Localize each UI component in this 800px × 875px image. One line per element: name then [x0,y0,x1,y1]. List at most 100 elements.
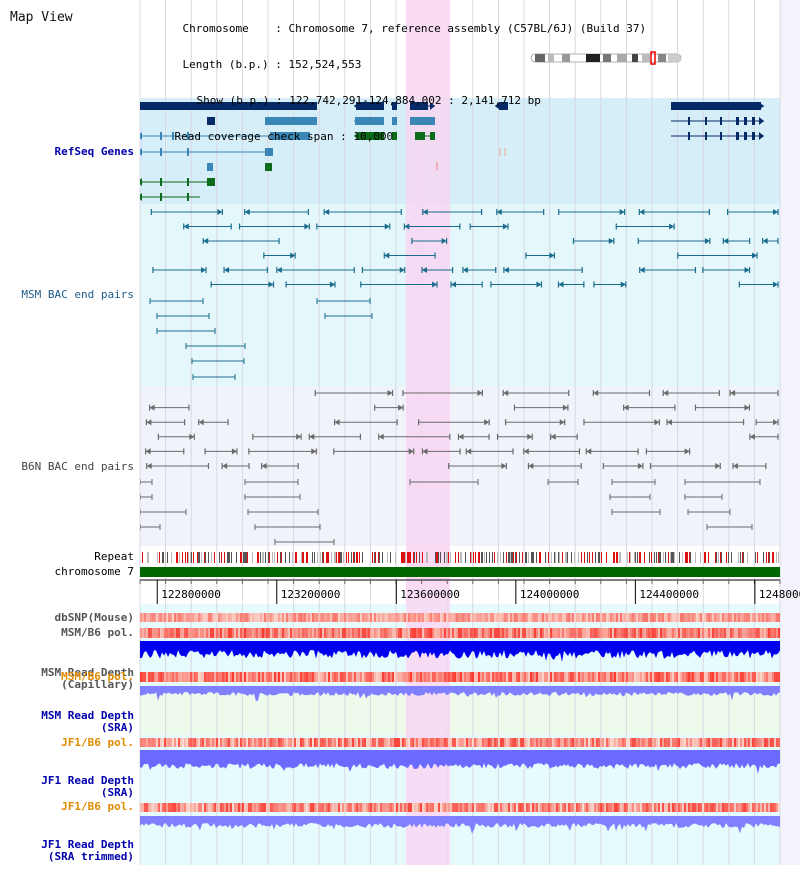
heat-cell [776,672,778,682]
heat-cell [214,628,216,638]
heat-cell [276,672,278,682]
heat-cell [436,672,438,682]
heat-cell [304,738,306,747]
heat-cell [388,613,390,622]
heat-cell [506,628,508,638]
heat-cell [196,628,198,638]
heat-cell [778,672,780,682]
heat-cell [654,613,656,622]
position-axis: 122800000 123200000 123600000 124000000 1244… [139,579,800,604]
heat-cell [716,803,718,812]
bac-end-arrow [451,281,457,288]
repeat-element [331,552,332,563]
heat-cell [364,613,366,622]
heat-cell [190,672,192,682]
heat-cell [354,672,356,682]
heat-cell [584,672,586,682]
heat-cell [720,628,722,638]
heat-cell [504,738,506,747]
heat-cell [374,803,376,812]
heat-cell [434,628,436,638]
bac-end-arrow [441,238,447,244]
heat-cell [748,613,750,622]
heat-cell [326,672,328,682]
heat-cell [738,613,740,622]
heat-cell [264,628,266,638]
repeat-element [157,552,158,563]
heat-cell [546,628,548,638]
heat-cell [702,672,704,682]
heat-cell [264,672,266,682]
heat-cell [632,738,634,747]
gene-exon [265,117,317,125]
repeat-element [221,552,222,563]
heat-cell [588,803,590,812]
heat-cell [316,803,318,812]
heat-cell [716,738,718,747]
heat-cell [722,628,724,638]
heat-cell [446,628,448,638]
heat-cell [482,738,484,747]
heat-cell [690,672,692,682]
heat-cell [762,803,764,812]
heat-cell [714,628,716,638]
heat-cell [406,738,408,747]
heat-cell [662,672,664,682]
heat-cell [368,613,370,622]
heat-cell [614,628,616,638]
chromosome-ideogram[interactable] [530,51,682,65]
heat-cell [562,672,564,682]
heat-cell [308,738,310,747]
repeat-element [489,552,490,563]
heat-cell [554,613,556,622]
heat-cell [652,672,654,682]
heat-cell [166,738,168,747]
label-b6n-bac[interactable]: B6N BAC end pairs [21,460,134,473]
bac-end-arrow [732,463,738,469]
heat-cell [196,803,198,812]
heat-cell [486,628,488,638]
heat-cell [340,672,342,682]
heat-cell [526,672,528,682]
ideogram-band [562,54,570,62]
heat-cell [660,672,662,682]
heat-cell [696,613,698,622]
heat-cell [218,803,220,812]
heat-cell [454,738,456,747]
label-refseq-genes[interactable]: RefSeq Genes [54,145,134,158]
heat-cell [152,628,154,638]
repeat-element [252,552,253,563]
heat-cell [438,803,440,812]
depth-area [140,686,780,702]
heat-cell [188,738,190,747]
heat-cell [240,738,242,747]
repeat-element [531,552,533,563]
heat-cell [708,803,710,812]
heat-cell [300,628,302,638]
heat-cell [744,613,746,622]
repeat-element [671,552,673,563]
heat-cell [566,628,568,638]
heat-cell [704,628,706,638]
highlight-region[interactable] [405,0,451,865]
heat-cell [714,613,716,622]
heat-cell [338,672,340,682]
bac-end-arrow [324,209,330,215]
heat-cell [444,672,446,682]
msm-b6-pol-track-2 [140,672,780,682]
heat-cell [702,803,704,812]
heat-cell [574,613,576,622]
heat-cell [478,738,480,747]
repeat-element [227,552,229,563]
heat-cell [426,738,428,747]
label-msm-bac[interactable]: MSM BAC end pairs [21,288,134,301]
heat-cell [390,803,392,812]
heat-cell [460,613,462,622]
heat-cell [220,628,222,638]
heat-cell [372,613,374,622]
heat-cell [212,672,214,682]
heat-cell [644,738,646,747]
repeat-element [574,552,575,563]
heat-cell [218,613,220,622]
